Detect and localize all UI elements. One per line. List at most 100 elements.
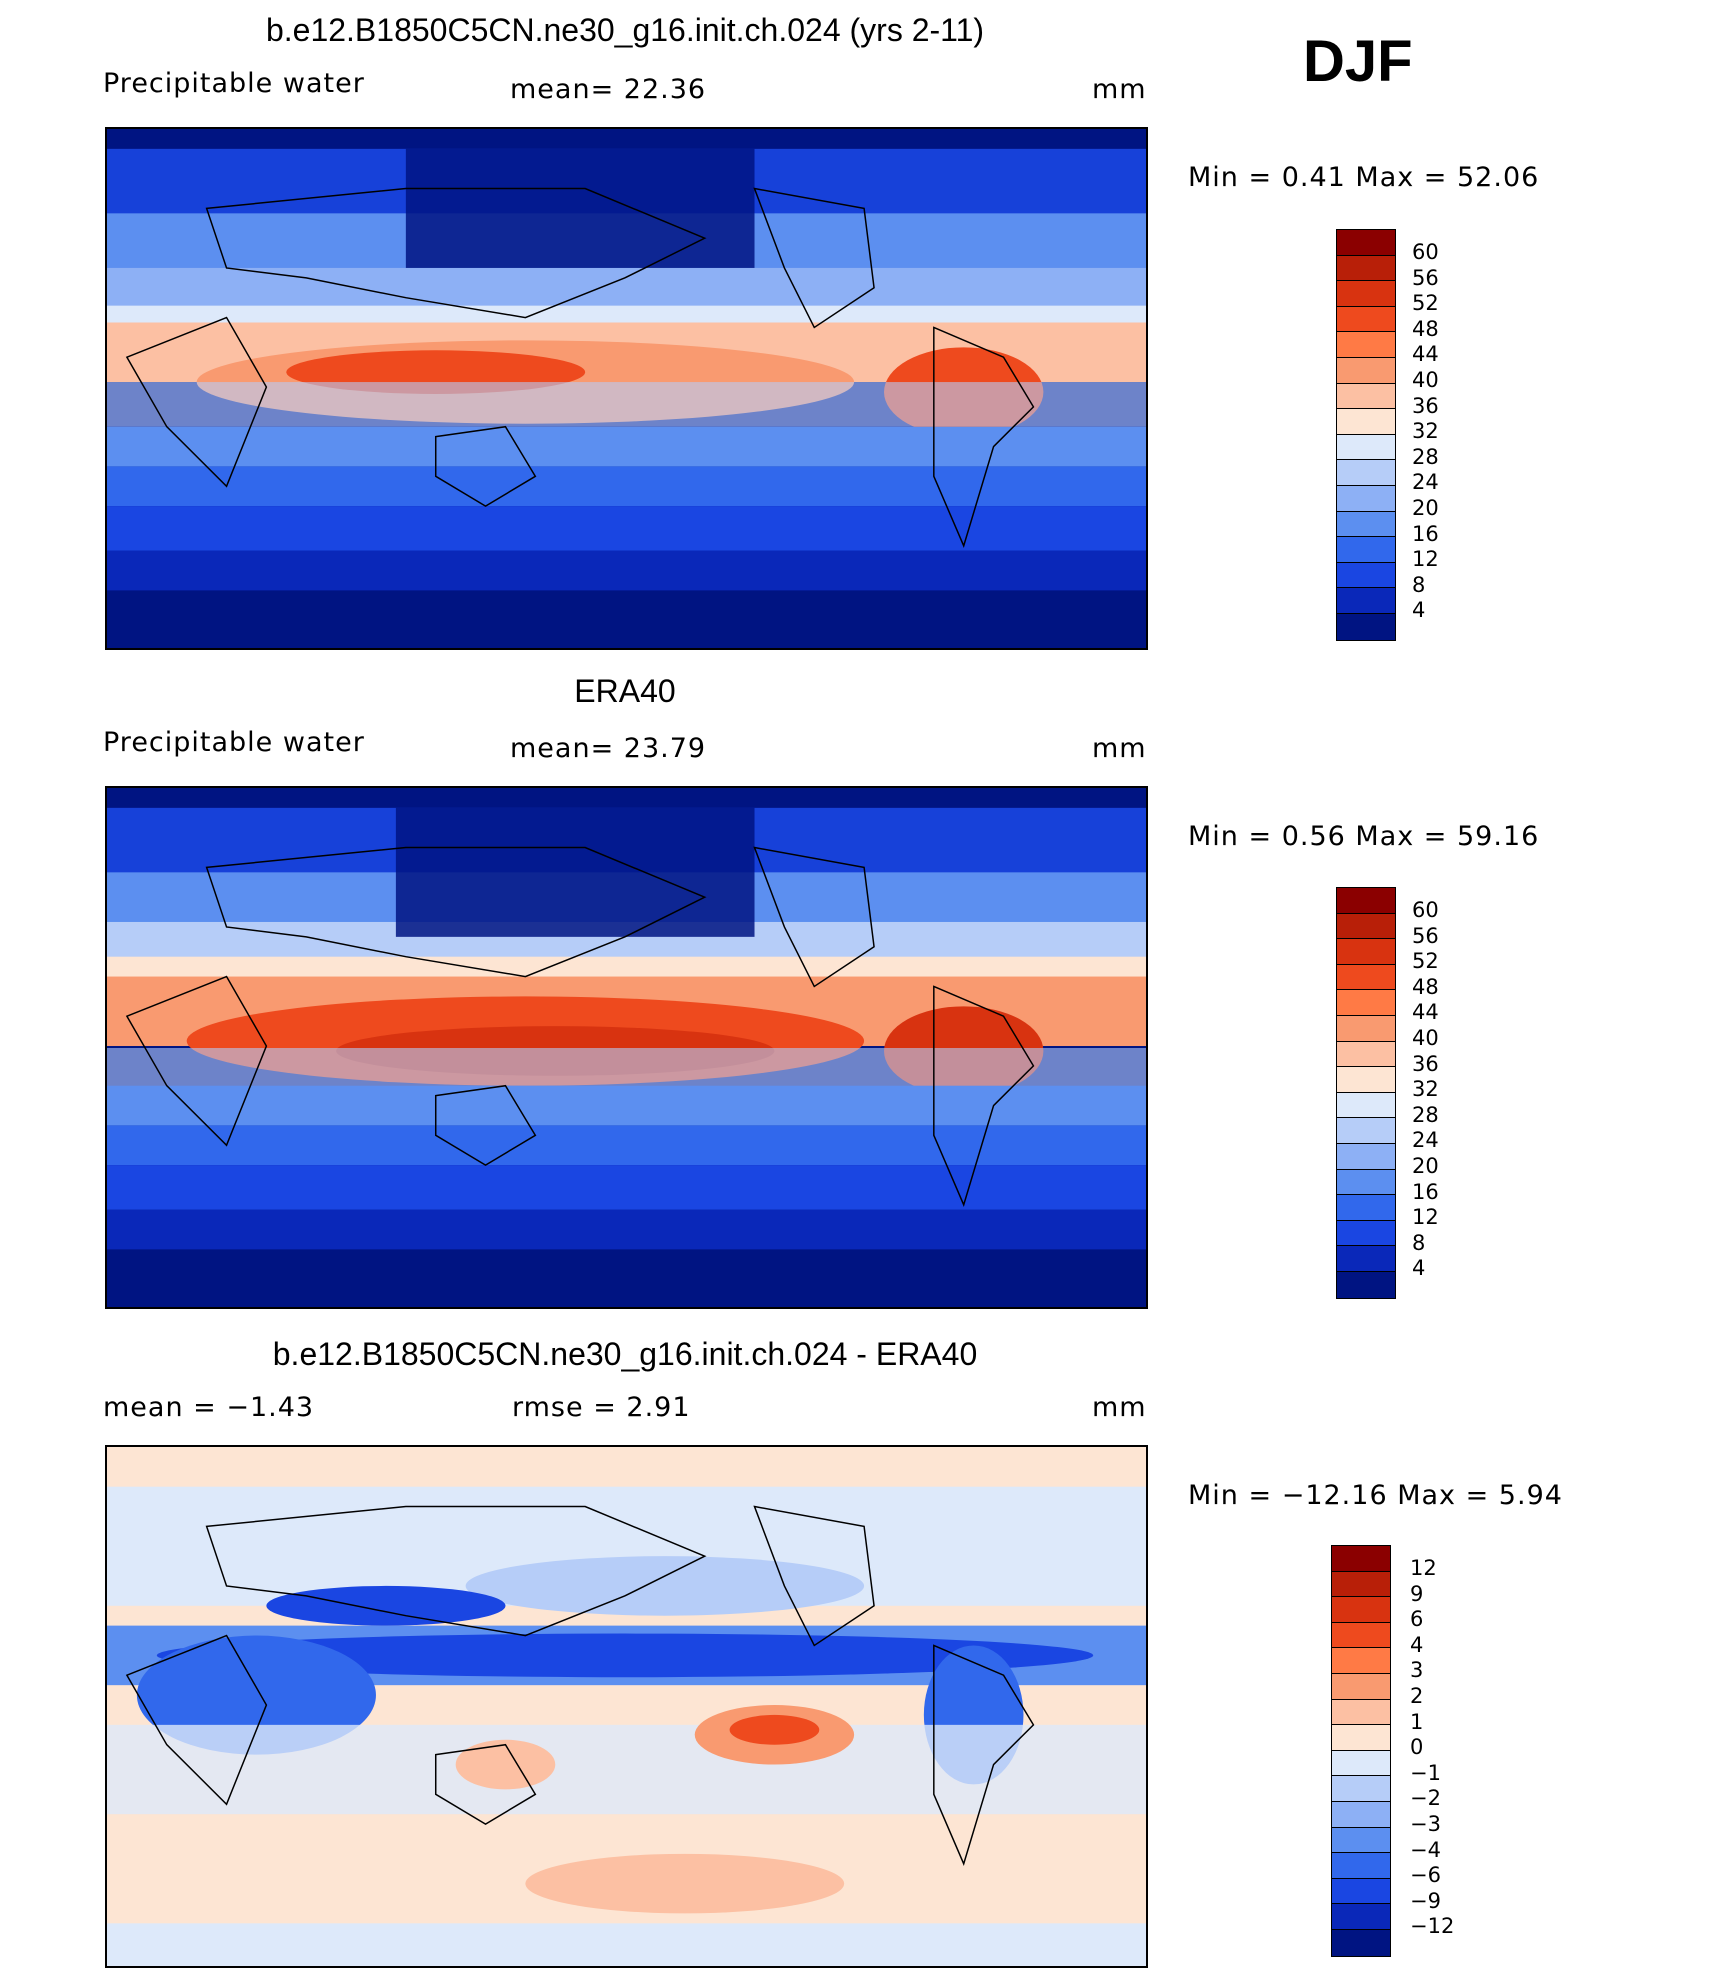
colorbar-tick-label: 0 [1410,1735,1424,1760]
colorbar-swatch [1337,485,1395,512]
colorbar-swatch [1332,1904,1390,1930]
colorbar-tick-label: 8 [1412,1230,1426,1255]
colorbar-tick-label: 48 [1412,316,1439,341]
colorbar-tick-label: −2 [1410,1786,1441,1811]
colorbar-swatch [1337,1118,1395,1144]
colorbar-tick-label: 4 [1410,1632,1424,1657]
colorbar-swatch [1332,1827,1390,1854]
panel-2-map [105,786,1148,1309]
colorbar-tick-label: 2 [1410,1684,1424,1708]
colorbar-tick-label: 1 [1410,1709,1424,1734]
colorbar-tick-label: 20 [1412,1154,1439,1178]
colorbar-swatch [1337,1041,1395,1068]
colorbar-swatch [1337,1246,1395,1272]
panel-1-variable-label: Precipitable water [103,68,365,99]
colorbar-swatch [1332,1546,1390,1572]
colorbar-swatch [1337,964,1395,991]
colorbar-tick-label: 16 [1412,521,1439,546]
colorbar-tick-label: 44 [1412,1000,1439,1025]
colorbar-tick-label: 48 [1412,974,1439,999]
colorbar-tick-label: 12 [1412,1205,1439,1230]
colorbar-swatch [1337,511,1395,538]
colorbar-tick-label: 40 [1412,368,1439,392]
colorbar-swatch [1332,1929,1390,1956]
colorbar-swatch [1337,1195,1395,1221]
panel-1-colorbar [1336,229,1396,641]
colorbar-swatch [1337,230,1395,256]
colorbar-swatch [1332,1853,1390,1879]
colorbar-swatch [1332,1750,1390,1777]
colorbar-swatch [1337,1143,1395,1170]
colorbar-swatch [1337,332,1395,358]
colorbar-tick-label: 28 [1412,444,1439,469]
panel-2-colorbar [1336,887,1396,1299]
colorbar-swatch [1332,1801,1390,1828]
panel-2-variable-label: Precipitable water [103,727,365,758]
colorbar-tick-label: 40 [1412,1026,1439,1050]
colorbar-tick-label: 52 [1412,291,1439,316]
colorbar-tick-label: 4 [1412,1256,1426,1281]
colorbar-tick-label: 9 [1410,1581,1424,1606]
colorbar-swatch [1337,562,1395,589]
colorbar-swatch [1337,990,1395,1016]
colorbar-swatch [1337,357,1395,384]
colorbar-swatch [1332,1648,1390,1674]
colorbar-tick-label: 24 [1412,1128,1439,1153]
colorbar-swatch [1332,1673,1390,1700]
colorbar-tick-label: 56 [1412,265,1439,290]
colorbar-swatch [1337,939,1395,965]
colorbar-tick-label: 16 [1412,1179,1439,1204]
panel-2-minmax: Min = 0.56 Max = 59.16 [1188,821,1540,852]
colorbar-tick-label: −1 [1410,1760,1441,1785]
colorbar-tick-label: 60 [1412,240,1439,264]
colorbar-tick-label: 12 [1412,547,1439,572]
panel-3-map [105,1445,1148,1968]
colorbar-swatch [1337,1169,1395,1196]
colorbar-tick-label: 28 [1412,1102,1439,1127]
colorbar-swatch [1337,588,1395,614]
colorbar-swatch [1337,537,1395,563]
colorbar-tick-label: −3 [1410,1812,1441,1836]
colorbar-tick-label: 3 [1410,1658,1424,1683]
panel-1-mean: mean= 22.36 [510,74,707,105]
colorbar-swatch [1337,409,1395,435]
panel-3-minmax: Min = −12.16 Max = 5.94 [1188,1480,1563,1511]
colorbar-tick-label: −4 [1410,1837,1441,1862]
panel-1-units: mm [1092,74,1147,105]
panel-2-title: ERA40 [574,673,676,709]
colorbar-tick-label: 20 [1412,496,1439,520]
colorbar-swatch [1337,1220,1395,1247]
season-label: DJF [1303,29,1413,94]
colorbar-swatch [1337,383,1395,410]
colorbar-swatch [1337,1067,1395,1093]
colorbar-swatch [1332,1699,1390,1726]
panel-1-title: b.e12.B1850C5CN.ne30_g16.init.ch.024 (yr… [265,12,985,48]
colorbar-tick-label: 8 [1412,572,1426,597]
colorbar-swatch [1332,1725,1390,1751]
colorbar-tick-label: 60 [1412,898,1439,922]
colorbar-swatch [1337,1092,1395,1119]
colorbar-tick-label: 44 [1412,342,1439,367]
colorbar-swatch [1337,460,1395,486]
colorbar-swatch [1337,1015,1395,1042]
panel-3-units: mm [1092,1392,1147,1423]
colorbar-tick-label: 24 [1412,470,1439,495]
panel-1-minmax: Min = 0.41 Max = 52.06 [1188,162,1540,193]
panel-3-title: b.e12.B1850C5CN.ne30_g16.init.ch.024 - E… [272,1336,978,1372]
colorbar-tick-label: 6 [1410,1607,1424,1632]
panel-3-colorbar [1331,1545,1391,1957]
colorbar-tick-label: 32 [1412,419,1439,444]
colorbar-swatch [1337,913,1395,940]
colorbar-tick-label: −9 [1410,1888,1441,1913]
colorbar-swatch [1337,255,1395,282]
colorbar-tick-label: 56 [1412,923,1439,948]
colorbar-tick-label: 52 [1412,949,1439,974]
colorbar-swatch [1332,1597,1390,1623]
colorbar-swatch [1337,306,1395,333]
colorbar-swatch [1332,1878,1390,1905]
colorbar-tick-label: 12 [1410,1556,1437,1580]
colorbar-swatch [1332,1571,1390,1598]
colorbar-swatch [1332,1776,1390,1802]
colorbar-swatch [1332,1622,1390,1649]
panel-2-units: mm [1092,733,1147,764]
